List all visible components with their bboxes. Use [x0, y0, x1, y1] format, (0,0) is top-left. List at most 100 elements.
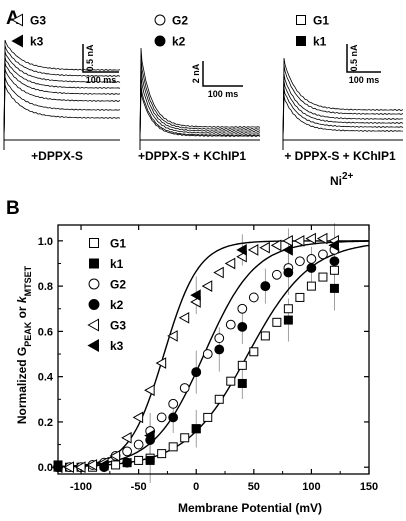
current-trace — [139, 57, 261, 141]
legend-label: k3 — [30, 35, 44, 49]
y-tick-label: 0.6 — [38, 326, 53, 338]
point-g1 — [180, 433, 190, 443]
point-g3 — [121, 431, 132, 444]
legend-marker — [11, 34, 23, 48]
fit-3 — [57, 240, 369, 468]
point-g1 — [318, 272, 328, 282]
current-trace — [3, 56, 121, 141]
legend-label-k1: k1 — [110, 257, 124, 271]
point-k2 — [168, 412, 179, 423]
fit-2 — [57, 240, 369, 468]
current-trace — [139, 75, 261, 141]
legend-marker — [154, 14, 166, 26]
point-k2 — [329, 256, 340, 267]
legend-label-g3: G3 — [110, 319, 126, 333]
point-g1 — [283, 304, 293, 314]
current-trace — [282, 57, 404, 141]
point-k3 — [236, 244, 247, 256]
point-g1 — [329, 265, 339, 275]
point-k2 — [237, 321, 248, 332]
point-k2 — [306, 263, 317, 273]
point-g1 — [203, 412, 213, 422]
legend-label: G1 — [313, 14, 329, 28]
point-g3 — [155, 357, 167, 369]
y-tick-label: 0.0 — [38, 462, 53, 474]
point-g2 — [271, 269, 282, 280]
point-g3 — [201, 280, 213, 292]
panel-a-letter: A — [6, 8, 20, 29]
current-trace — [3, 68, 121, 141]
legend-marker — [154, 35, 166, 47]
scale-bar — [82, 44, 119, 73]
point-g1 — [237, 360, 247, 370]
x-tick-label: 0 — [193, 481, 199, 493]
fit-1 — [58, 244, 370, 468]
legend-label-k3: k3 — [110, 339, 124, 353]
point-k2 — [283, 267, 294, 278]
current-trace — [139, 84, 261, 141]
point-g2 — [179, 383, 190, 393]
point-g3 — [247, 244, 259, 256]
point-g3 — [178, 311, 190, 324]
point-k2 — [214, 344, 225, 355]
legend-marker — [296, 36, 306, 46]
point-g3 — [167, 330, 178, 342]
current-trace — [3, 76, 121, 141]
point-k2 — [122, 457, 133, 468]
point-g2 — [168, 398, 179, 409]
legend-marker-g1 — [89, 238, 99, 248]
error-bars — [149, 223, 335, 483]
point-g2 — [248, 292, 259, 303]
point-g1 — [306, 281, 316, 291]
point-g2 — [318, 249, 328, 260]
point-g2 — [306, 254, 317, 264]
legend-label: k2 — [172, 35, 186, 49]
fit-curves — [57, 240, 370, 468]
y-axis-title: Normalized GPEAK or kMTSET — [15, 265, 33, 424]
x-tick-label: 100 — [302, 481, 320, 493]
scale-bar-x-label: 100 ms — [349, 75, 380, 85]
legend: G1 k1 G2 k2 G3 k3 — [87, 237, 126, 353]
point-k3 — [190, 289, 201, 302]
point-g3 — [63, 461, 75, 474]
point-g1 — [272, 317, 282, 327]
x-tick-label: -50 — [131, 481, 147, 493]
legend-marker — [296, 15, 306, 25]
point-k3 — [144, 429, 155, 442]
point-k2 — [260, 281, 271, 292]
x-tick-label: 50 — [248, 481, 260, 493]
current-trace — [282, 81, 404, 141]
legend-marker-g3 — [87, 318, 99, 332]
current-trace — [139, 89, 261, 141]
legend-label-k2: k2 — [110, 298, 124, 312]
legend-label: G2 — [172, 14, 188, 28]
point-k3 — [282, 244, 293, 256]
current-trace — [3, 39, 121, 141]
point-k1 — [329, 283, 339, 293]
scale-bar — [346, 44, 381, 73]
point-g3 — [270, 239, 282, 252]
legend-marker — [11, 13, 23, 27]
point-k2 — [191, 367, 202, 378]
point-g2 — [237, 303, 248, 314]
current-trace — [139, 66, 261, 141]
legend-label-g1: G1 — [110, 237, 126, 251]
point-g3 — [109, 450, 121, 462]
panel-b-letter: B — [6, 198, 20, 219]
point-g3 — [224, 257, 236, 270]
point-g1 — [157, 449, 167, 459]
current-trace — [282, 65, 404, 141]
panel-a-traces: G3 k3 0.5 nA 100 ms +DPPX-S G2 k2 2 nA 100 ms +DP… — [3, 13, 404, 188]
plot-frame — [57, 224, 370, 475]
point-g3 — [282, 234, 293, 247]
current-trace — [139, 47, 261, 141]
point-g1 — [226, 376, 236, 386]
legend-marker-k1 — [89, 258, 99, 269]
current-trace — [3, 84, 121, 141]
point-k3 — [98, 459, 109, 471]
point-g2 — [225, 319, 236, 330]
point-g2 — [214, 333, 225, 344]
current-trace — [282, 95, 404, 141]
legend-marker-g2 — [88, 278, 100, 290]
